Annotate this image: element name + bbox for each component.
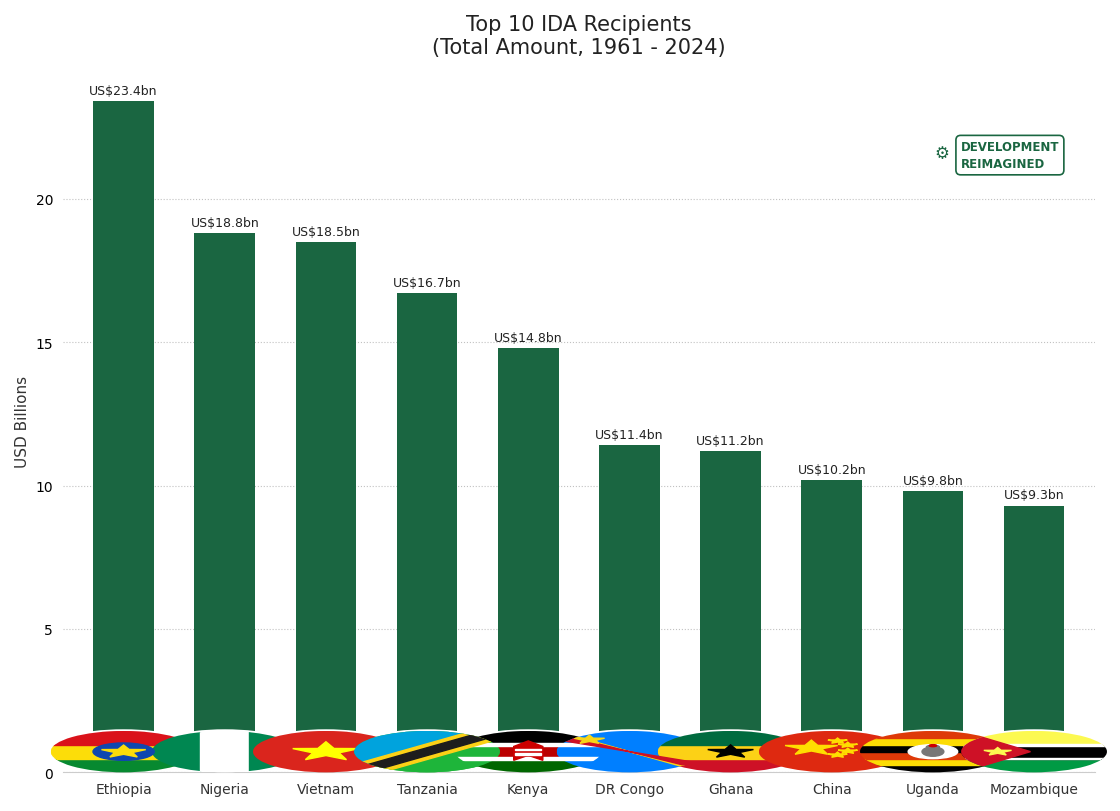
Bar (599, 446, 660, 772)
Circle shape (152, 731, 298, 772)
Polygon shape (838, 749, 858, 753)
Bar (802, 480, 862, 772)
Ellipse shape (922, 747, 944, 757)
Bar (759, 731, 905, 772)
Circle shape (248, 729, 404, 774)
Text: DEVELOPMENT
REIMAGINED: DEVELOPMENT REIMAGINED (961, 141, 1060, 171)
Bar (253, 731, 399, 772)
Bar (860, 758, 1006, 766)
Circle shape (657, 731, 803, 772)
Circle shape (908, 744, 958, 759)
Polygon shape (828, 738, 848, 744)
Text: US$11.4bn: US$11.4bn (595, 428, 664, 442)
Bar (1004, 506, 1064, 772)
Polygon shape (354, 731, 500, 772)
Polygon shape (708, 745, 754, 757)
Bar (860, 744, 1006, 752)
Circle shape (652, 729, 810, 774)
Bar (50, 731, 196, 744)
Circle shape (961, 731, 1107, 772)
Circle shape (449, 729, 607, 774)
Circle shape (926, 745, 940, 749)
Polygon shape (557, 731, 702, 772)
Text: US$18.5bn: US$18.5bn (291, 225, 361, 238)
Bar (50, 744, 196, 758)
Polygon shape (983, 748, 1011, 755)
Polygon shape (102, 745, 146, 757)
Text: US$9.8bn: US$9.8bn (903, 474, 963, 487)
Text: US$18.8bn: US$18.8bn (190, 217, 259, 230)
Polygon shape (838, 742, 858, 748)
Circle shape (557, 731, 702, 772)
Y-axis label: USD Billions: USD Billions (15, 375, 30, 468)
Polygon shape (515, 753, 541, 755)
Bar (456, 758, 601, 772)
Circle shape (753, 729, 911, 774)
Text: US$16.7bn: US$16.7bn (393, 277, 461, 290)
Text: US$14.8bn: US$14.8bn (494, 331, 562, 344)
Bar (657, 731, 803, 744)
Bar (657, 758, 803, 772)
Circle shape (348, 729, 506, 774)
Polygon shape (828, 752, 848, 757)
Bar (498, 349, 559, 772)
Text: US$10.2bn: US$10.2bn (797, 463, 866, 476)
Bar (557, 731, 702, 772)
Circle shape (354, 731, 500, 772)
Bar (152, 731, 200, 772)
Polygon shape (354, 731, 500, 772)
Bar (961, 744, 1107, 758)
Bar (860, 731, 1006, 738)
Bar (249, 731, 298, 772)
Circle shape (551, 729, 708, 774)
Circle shape (955, 729, 1113, 774)
Bar (456, 744, 601, 746)
Bar (200, 731, 249, 772)
Bar (961, 731, 1107, 744)
Text: US$23.4bn: US$23.4bn (90, 85, 158, 98)
Polygon shape (514, 741, 543, 761)
Polygon shape (354, 731, 500, 772)
Polygon shape (515, 749, 541, 750)
Bar (903, 491, 963, 772)
Circle shape (930, 744, 936, 747)
Bar (860, 738, 1006, 744)
Polygon shape (292, 742, 360, 760)
Polygon shape (961, 731, 1030, 772)
Text: US$11.2bn: US$11.2bn (697, 435, 765, 448)
Polygon shape (575, 736, 605, 744)
Polygon shape (785, 740, 838, 754)
Bar (860, 766, 1006, 772)
Polygon shape (354, 731, 500, 772)
Bar (961, 758, 1107, 772)
Circle shape (855, 729, 1011, 774)
Circle shape (456, 731, 601, 772)
Text: ⚙: ⚙ (935, 144, 950, 162)
Circle shape (50, 731, 196, 772)
Bar (456, 744, 601, 758)
Bar (396, 294, 457, 772)
Bar (657, 744, 803, 758)
Circle shape (759, 731, 905, 772)
Circle shape (253, 731, 399, 772)
Bar (456, 731, 601, 744)
Bar (961, 744, 1107, 745)
Polygon shape (557, 734, 702, 770)
Bar (354, 731, 500, 772)
Bar (860, 752, 1006, 758)
Bar (961, 757, 1107, 759)
Circle shape (860, 731, 1006, 772)
Bar (195, 234, 255, 772)
Text: US$9.3bn: US$9.3bn (1004, 489, 1064, 502)
Circle shape (45, 729, 203, 774)
Circle shape (93, 743, 155, 761)
Bar (296, 242, 356, 772)
Circle shape (146, 729, 304, 774)
Bar (456, 757, 601, 760)
Bar (700, 452, 760, 772)
Bar (93, 102, 153, 772)
Bar (50, 758, 196, 772)
Title: Top 10 IDA Recipients
(Total Amount, 1961 - 2024): Top 10 IDA Recipients (Total Amount, 196… (432, 15, 726, 58)
